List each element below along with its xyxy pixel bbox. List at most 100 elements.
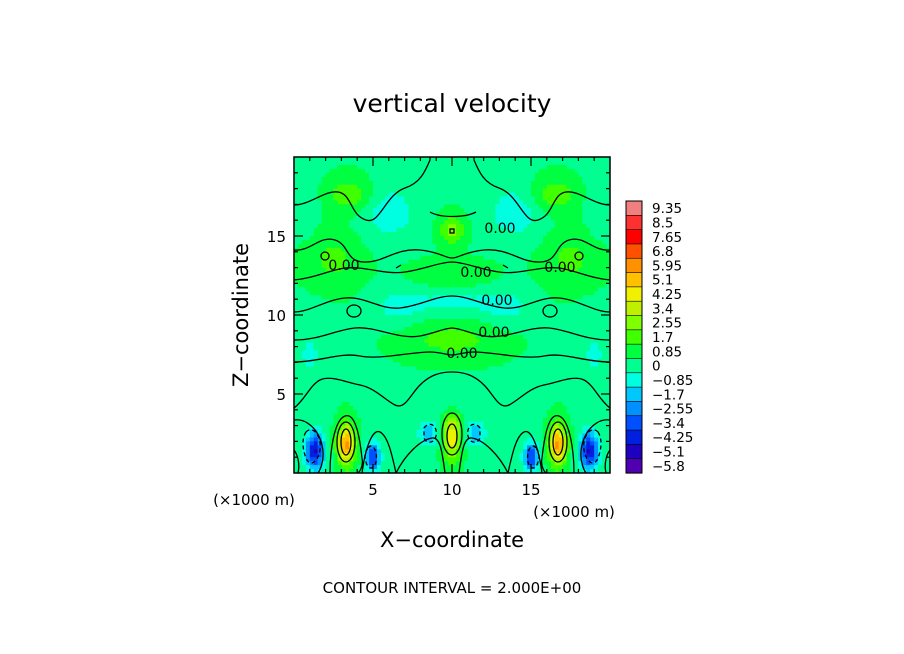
field-cell (483, 188, 489, 194)
field-cell (317, 204, 323, 209)
field-cell (455, 228, 461, 233)
field-cell (436, 311, 441, 316)
field-cell (388, 307, 394, 312)
field-cell (491, 358, 497, 363)
field-cell (432, 326, 437, 332)
field-cell (534, 437, 540, 442)
field-cell (408, 267, 414, 273)
field-cell (515, 279, 520, 284)
field-cell (428, 251, 433, 257)
field-cell (455, 429, 461, 435)
field-cell (475, 394, 481, 399)
field-cell (515, 461, 520, 466)
field-cell (317, 287, 323, 292)
field-cell (495, 342, 500, 348)
field-cell (305, 350, 311, 356)
field-cell (495, 441, 500, 446)
field-cell (329, 307, 335, 312)
field-cell (365, 192, 370, 198)
field-cell (436, 224, 441, 229)
field-cell (503, 291, 508, 296)
field-cell (305, 334, 311, 340)
field-cell (329, 417, 335, 423)
field-cell (487, 188, 493, 194)
field-cell (534, 405, 540, 411)
field-cell (333, 247, 339, 253)
field-cell (444, 287, 449, 292)
field-cell (534, 318, 540, 324)
field-cell (503, 370, 508, 375)
field-cell (452, 394, 457, 399)
field-cell (428, 275, 433, 281)
field-cell (507, 437, 512, 442)
field-cell (479, 449, 485, 454)
field-cell (341, 394, 346, 399)
field-cell (519, 374, 524, 379)
field-cell (376, 184, 382, 190)
field-cell (483, 204, 489, 209)
field-cell (313, 342, 319, 348)
field-cell (519, 441, 524, 446)
field-cell (420, 251, 425, 257)
field-cell (459, 239, 465, 245)
field-cell (507, 441, 512, 446)
field-cell (416, 401, 421, 407)
field-cell (531, 330, 536, 336)
field-cell (373, 184, 378, 190)
field-cell (444, 208, 449, 213)
field-cell (531, 172, 536, 178)
field-cell (357, 184, 362, 190)
field-cell (491, 425, 497, 431)
field-cell (515, 362, 520, 367)
field-cell (384, 212, 390, 217)
field-cell (341, 453, 346, 458)
field-cell (400, 374, 406, 379)
field-cell (325, 397, 331, 403)
field-cell (436, 160, 441, 166)
field-cell (388, 417, 394, 423)
field-cell (365, 386, 370, 391)
field-cell (369, 429, 374, 435)
field-cell (444, 390, 449, 395)
field-cell (503, 390, 508, 395)
field-cell (452, 342, 457, 348)
field-cell (357, 299, 362, 304)
field-cell (309, 425, 315, 431)
field-cell (384, 239, 390, 245)
field-cell (297, 184, 303, 190)
field-cell (503, 429, 508, 435)
field-cell (420, 232, 425, 237)
field-cell (392, 429, 398, 435)
field-cell (294, 220, 299, 225)
field-cell (424, 255, 429, 261)
field-cell (313, 295, 319, 300)
field-cell (495, 299, 500, 304)
field-cell (534, 322, 540, 328)
field-cell (507, 429, 512, 435)
field-cell (515, 176, 520, 182)
field-cell (309, 212, 315, 217)
field-cell (297, 386, 303, 391)
field-cell (341, 362, 346, 367)
field-cell (416, 255, 421, 261)
field-cell (396, 366, 402, 371)
field-cell (523, 299, 528, 304)
field-cell (416, 160, 421, 166)
field-cell (436, 303, 441, 308)
field-cell (436, 188, 441, 194)
field-cell (538, 291, 544, 296)
field-cell (428, 378, 433, 383)
field-cell (412, 315, 418, 320)
field-cell (491, 390, 497, 395)
field-cell (527, 417, 532, 423)
field-cell (432, 334, 437, 340)
field-cell (301, 299, 307, 304)
field-cell (511, 346, 516, 352)
field-cell (463, 307, 469, 312)
field-cell (467, 469, 473, 473)
field-cell (467, 334, 473, 340)
field-cell (361, 457, 366, 462)
field-cell (432, 382, 437, 387)
field-cell (436, 243, 441, 249)
field-cell (416, 228, 421, 233)
